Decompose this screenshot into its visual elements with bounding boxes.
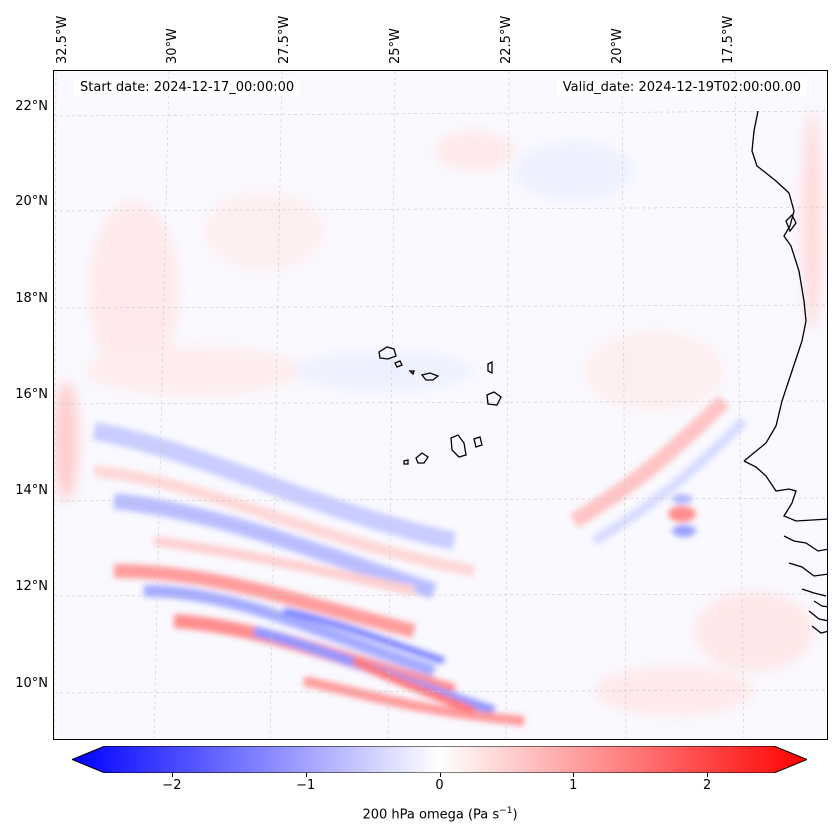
colorbar-tick-mark	[573, 773, 575, 777]
colorbar-tick-label: 0	[435, 778, 444, 793]
colorbar-tick-label: 2	[702, 778, 712, 793]
cape-verde-islands	[378, 346, 502, 465]
omega-field	[54, 71, 827, 739]
lat-label-18N: 18°N	[15, 291, 48, 306]
omega-east-band	[569, 395, 748, 546]
lat-label-14N: 14°N	[15, 483, 48, 498]
graticule	[54, 71, 827, 739]
valid-date-label: Valid_date: 2024-12-19T02:00:00.00	[556, 79, 807, 96]
lat-label-10N: 10°N	[15, 676, 48, 691]
lon-label-20W: 20°W	[610, 28, 625, 64]
lon-label-17.5W: 17.5°W	[721, 15, 736, 64]
omega-background-patches	[54, 111, 822, 716]
lon-label-25W: 25°W	[388, 28, 403, 64]
colorbar-tick-mark	[707, 773, 709, 777]
lat-label-12N: 12°N	[15, 579, 48, 594]
start-date-label: Start date: 2024-12-17_00:00:00	[74, 79, 301, 96]
lat-label-22N: 22°N	[15, 99, 48, 114]
coastline	[743, 110, 827, 634]
colorbar-tick-label: −2	[162, 778, 182, 793]
colorbar-tick-mark	[439, 773, 441, 777]
colorbar-tick-mark	[305, 773, 307, 777]
lat-label-20N: 20°N	[15, 194, 48, 209]
colorbar-tick-mark	[171, 773, 173, 777]
lon-label-32.5W: 32.5°W	[55, 15, 70, 64]
colorbar-tick-label: −1	[296, 778, 316, 793]
lon-label-30W: 30°W	[165, 28, 180, 64]
lon-label-27.5W: 27.5°W	[277, 15, 292, 64]
map-panel[interactable]: Start date: 2024-12-17_00:00:00 Valid_da…	[53, 70, 828, 740]
colorbar-title: 200 hPa omega (Pa s−1)	[362, 806, 518, 823]
colorbar-gradient	[70, 745, 809, 774]
colorbar	[70, 745, 809, 774]
colorbar-tick-label: 1	[569, 778, 578, 793]
omega-wave-bands	[92, 422, 525, 726]
lon-label-22.5W: 22.5°W	[499, 15, 514, 64]
lat-label-16N: 16°N	[15, 387, 48, 402]
